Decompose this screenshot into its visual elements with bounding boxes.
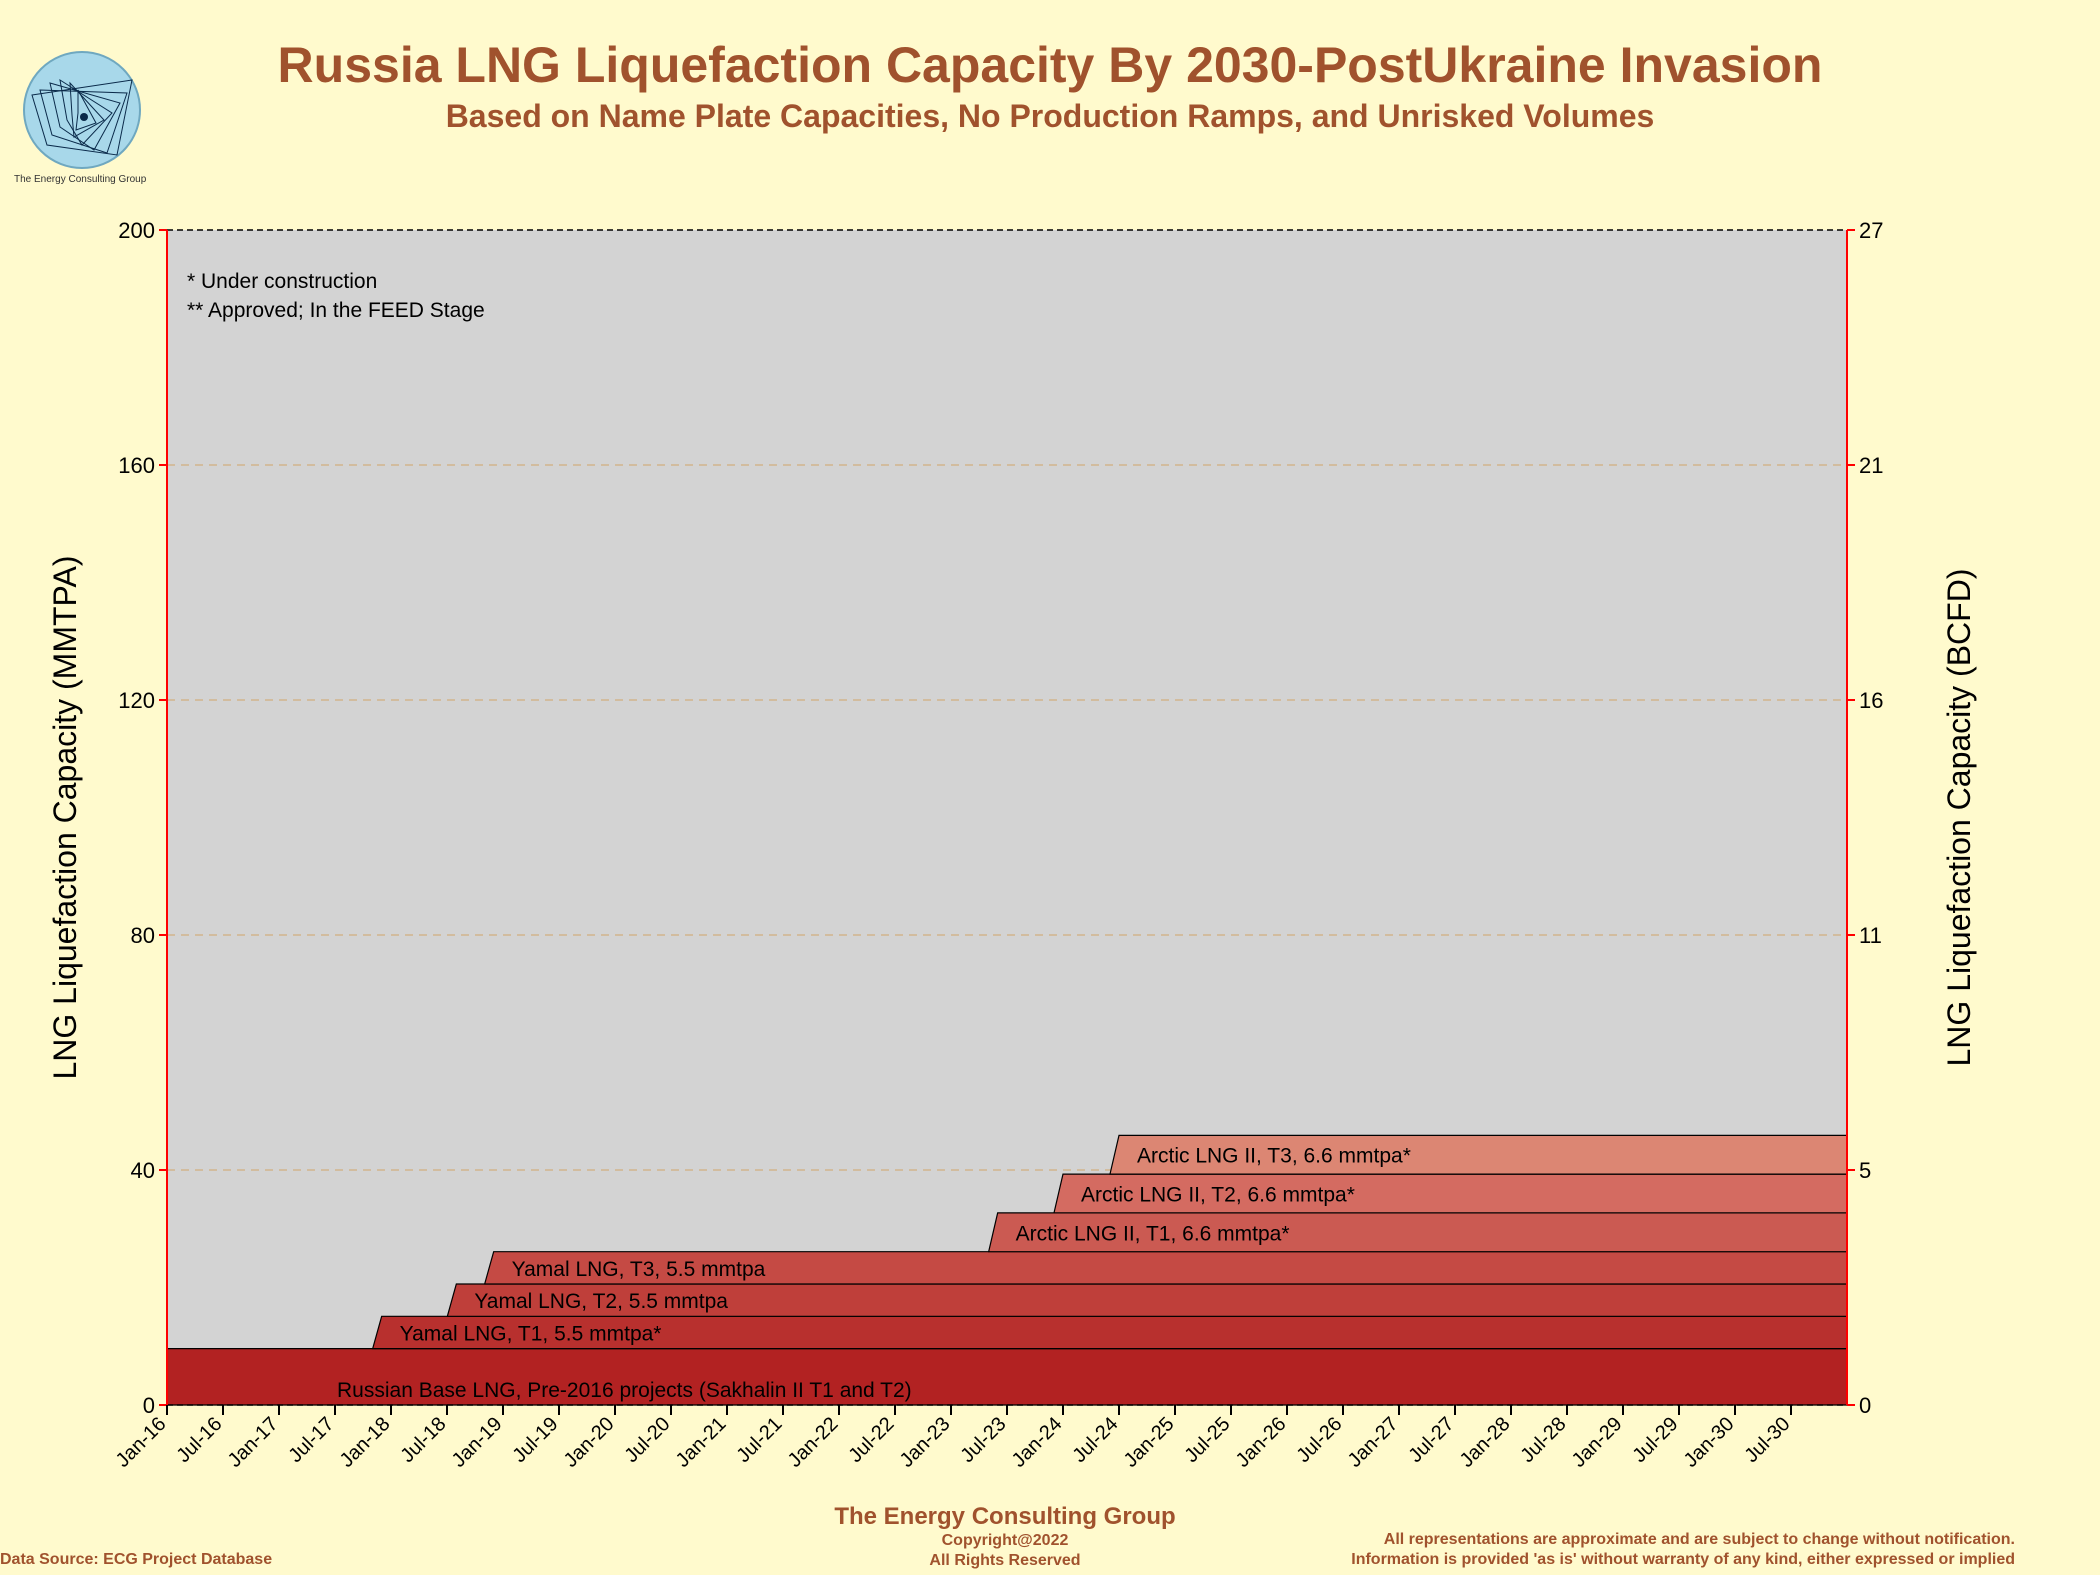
y2-axis-title: LNG Liquefaction Capacity (BCFD) [1941,569,1977,1067]
x-tick-label-6: Jan-19 [448,1413,507,1472]
y-tick-label-5: 200 [118,218,155,243]
x-tick-label-0: Jan-16 [112,1413,171,1472]
series-label-0: Russian Base LNG, Pre-2016 projects (Sak… [337,1379,912,1402]
footer-disclaimer-1: All representations are approximate and … [1383,1531,2015,1548]
x-tick-label-10: Jan-21 [672,1413,731,1472]
series-label-4: Arctic LNG II, T1, 6.6 mmtpa* [1016,1222,1290,1245]
series-label-1: Yamal LNG, T1, 5.5 mmtpa* [400,1322,662,1345]
x-tick-label-9: Jul-20 [620,1413,674,1467]
x-tick-label-26: Jan-29 [1568,1413,1627,1472]
series-label-6: Arctic LNG II, T3, 6.6 mmtpa* [1137,1145,1411,1168]
y-axis-title: LNG Liquefaction Capacity (MMTPA) [47,555,83,1079]
y-tick-label-4: 160 [118,453,155,478]
x-tick-label-18: Jan-25 [1120,1413,1179,1472]
chart-title: Russia LNG Liquefaction Capacity By 2030… [277,37,1823,93]
y2-tick-label-0: 0 [1859,1393,1871,1418]
series-label-2: Yamal LNG, T2, 5.5 mmtpa [474,1290,728,1313]
x-tick-label-29: Jul-30 [1740,1413,1794,1467]
chart-note-0: * Under construction [187,270,377,293]
series-label-5: Arctic LNG II, T2, 6.6 mmtpa* [1081,1184,1355,1207]
x-tick-label-21: Jul-26 [1292,1413,1346,1467]
x-tick-label-14: Jan-23 [896,1413,955,1472]
x-tick-label-25: Jul-28 [1516,1413,1570,1467]
x-tick-label-24: Jan-28 [1456,1413,1515,1472]
x-tick-label-20: Jan-26 [1232,1413,1291,1472]
y2-tick-label-2: 11 [1859,923,1882,948]
y-tick-label-3: 120 [118,688,155,713]
x-tick-label-19: Jul-25 [1180,1413,1234,1467]
x-tick-label-12: Jan-22 [784,1413,843,1472]
x-tick-label-27: Jul-29 [1628,1413,1682,1467]
x-tick-label-17: Jul-24 [1068,1413,1122,1467]
x-tick-label-15: Jul-23 [956,1413,1010,1467]
footer-copyright: Copyright@2022 [941,1532,1069,1549]
y2-tick-label-4: 21 [1859,453,1883,478]
x-tick-label-2: Jan-17 [224,1413,283,1472]
chart-subtitle: Based on Name Plate Capacities, No Produ… [445,98,1655,134]
y2-tick-label-5: 27 [1859,218,1883,243]
y-tick-label-2: 80 [131,923,155,948]
x-tick-label-23: Jul-27 [1404,1413,1458,1467]
series-label-3: Yamal LNG, T3, 5.5 mmtpa [512,1258,766,1281]
company-logo [23,51,141,169]
x-tick-label-28: Jan-30 [1680,1413,1739,1472]
logo-caption: The Energy Consulting Group [14,174,147,185]
footer-disclaimer-2: Information is provided 'as is' without … [1351,1551,2015,1568]
y2-tick-label-1: 5 [1859,1158,1871,1183]
x-tick-label-4: Jan-18 [336,1413,395,1472]
x-tick-label-1: Jul-16 [172,1413,226,1467]
x-tick-label-11: Jul-21 [732,1413,786,1467]
footer-rights: All Rights Reserved [929,1552,1081,1569]
y-tick-label-1: 40 [131,1158,155,1183]
x-tick-label-8: Jan-20 [560,1413,619,1472]
footer-data-source: Data Source: ECG Project Database [0,1551,273,1568]
y-tick-label-0: 0 [143,1393,155,1418]
x-tick-label-3: Jul-17 [284,1413,338,1467]
chart-note-1: ** Approved; In the FEED Stage [187,299,485,322]
y2-tick-label-3: 16 [1859,688,1883,713]
x-tick-label-13: Jul-22 [844,1413,898,1467]
footer-company: The Energy Consulting Group [834,1503,1176,1530]
x-tick-label-16: Jan-24 [1008,1413,1067,1472]
x-tick-label-22: Jan-27 [1344,1413,1403,1472]
x-tick-label-7: Jul-19 [508,1413,562,1467]
x-tick-label-5: Jul-18 [396,1413,450,1467]
